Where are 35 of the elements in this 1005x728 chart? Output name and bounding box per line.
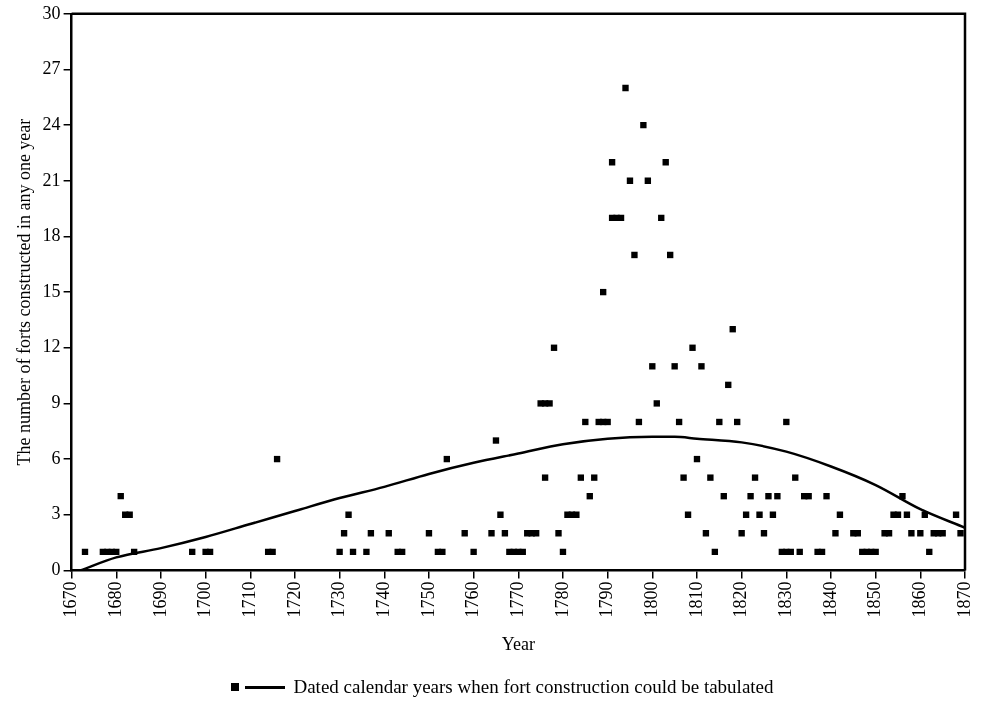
x-tick-label: 1790 <box>596 581 617 618</box>
y-tick-label: 3 <box>51 503 61 524</box>
x-tick-label: 1840 <box>819 581 840 618</box>
x-tick-label: 1730 <box>328 581 349 618</box>
y-tick-label: 30 <box>42 2 61 23</box>
x-tick-label: 1680 <box>105 581 125 618</box>
x-tick-label: 1670 <box>60 581 81 618</box>
x-tick-label: 1750 <box>417 581 438 618</box>
x-tick-label: 1860 <box>909 581 930 618</box>
y-tick-label: 9 <box>51 392 61 413</box>
y-axis-title: The number of forts constructed in any one year <box>13 118 34 466</box>
y-tick-label: 6 <box>51 447 61 468</box>
x-tick-label: 1820 <box>730 581 751 618</box>
y-tick-label: 12 <box>42 336 61 357</box>
x-tick-label: 1690 <box>149 581 170 618</box>
x-tick-label: 1800 <box>641 581 662 618</box>
x-tick-label: 1700 <box>194 581 215 618</box>
y-tick-label: 27 <box>42 58 61 79</box>
x-tick-label: 1770 <box>507 581 528 618</box>
x-tick-label: 1740 <box>373 581 394 618</box>
x-axis-title: Year <box>501 633 535 654</box>
x-tick-label: 1870 <box>953 581 974 618</box>
y-tick-label: 21 <box>42 169 61 190</box>
x-tick-label: 1720 <box>283 581 304 618</box>
x-tick-label: 1830 <box>775 581 796 618</box>
y-tick-label: 15 <box>42 280 61 301</box>
x-tick-label: 1850 <box>864 581 885 618</box>
x-tick-label: 1710 <box>239 581 260 618</box>
x-tick-label: 1780 <box>551 581 572 618</box>
x-tick-label: 1760 <box>462 581 483 618</box>
y-tick-label: 24 <box>42 113 61 134</box>
x-tick-label: 1810 <box>685 581 706 618</box>
y-tick-label: 0 <box>51 559 61 580</box>
y-tick-label: 18 <box>42 225 61 246</box>
legend-label: Dated calendar years when fort construction could be tabulated <box>293 676 774 698</box>
